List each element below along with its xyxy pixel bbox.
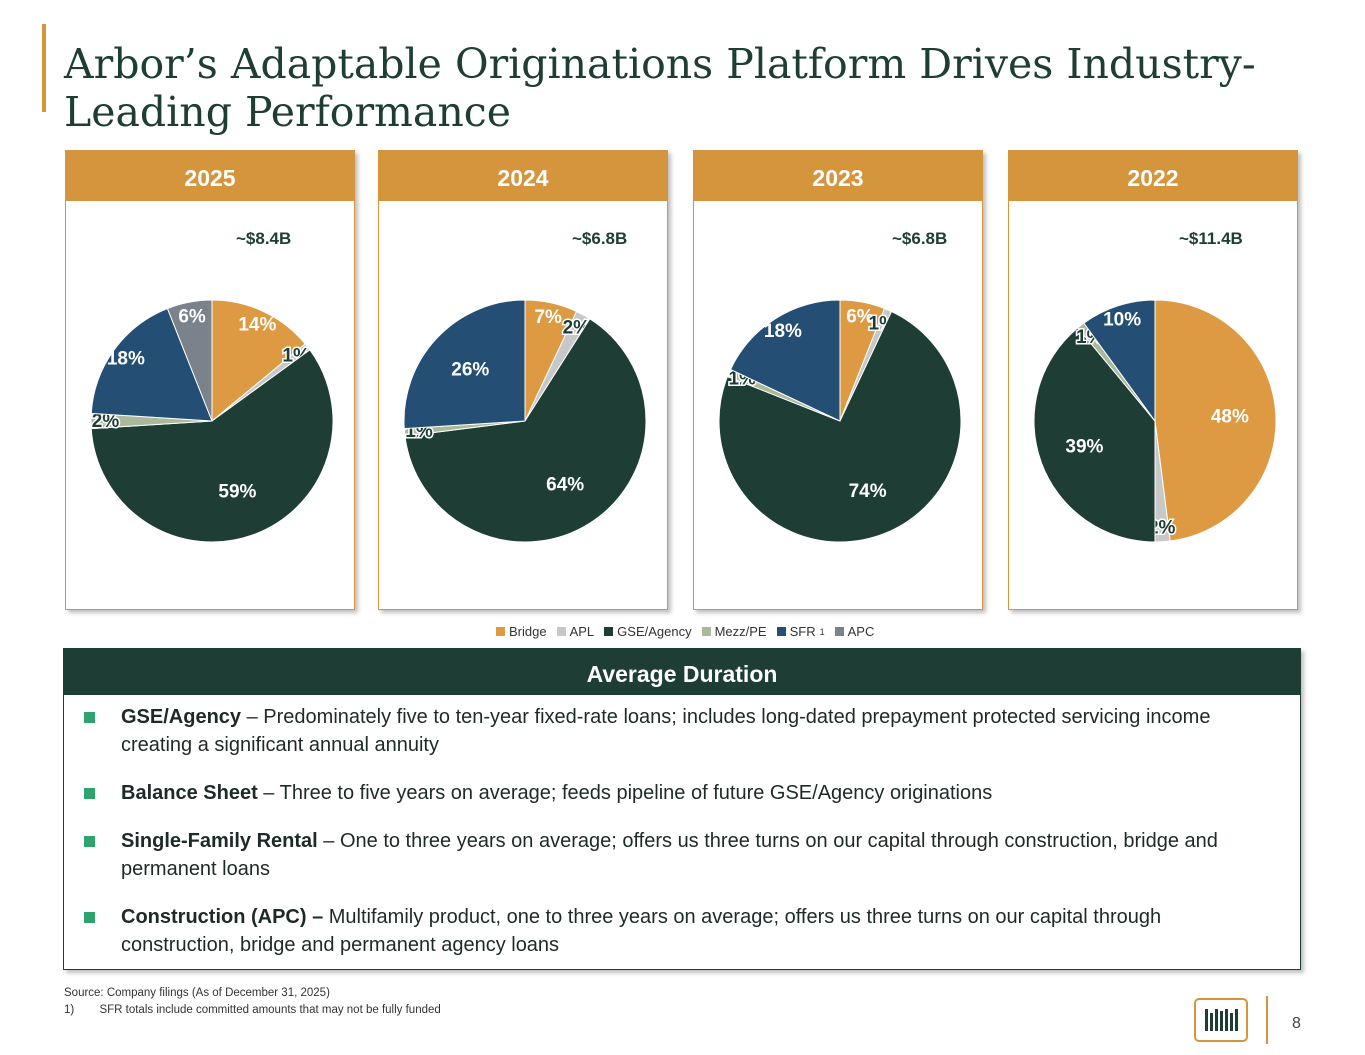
legend-item: APL — [556, 624, 595, 639]
legend-label: GSE/Agency — [617, 624, 692, 639]
panel-year-label: 2023 — [694, 151, 982, 201]
average-duration-heading: Average Duration — [64, 649, 1300, 695]
pie-slice-label: 6% — [846, 306, 874, 327]
duration-item: Construction (APC) – Multifamily product… — [84, 903, 1280, 959]
pie-slice-apc — [166, 299, 213, 422]
panel-year-label: 2024 — [379, 151, 667, 201]
pie-panel-2022: 2022 ~$11.4B 48% 2% 39% 1% 10% — [1008, 150, 1298, 610]
pie-chart: 48%2%39%1%10% — [1033, 299, 1277, 543]
pie-slice-gse-agency — [404, 318, 647, 543]
chart-legend: Bridge APL GSE/Agency Mezz/PE SFR 1 APC — [496, 624, 874, 639]
pie-panel-2023: 2023 ~$6.8B 6% 1% 74% 1% 18% — [693, 150, 983, 610]
arbor-logo — [1194, 998, 1248, 1042]
pie-slice-sfr — [90, 307, 213, 422]
pie-chart: 7%2%64%1%26% — [403, 299, 647, 543]
panel-total-volume: ~$8.4B — [236, 229, 292, 248]
legend-swatch — [834, 627, 844, 636]
legend-item: Mezz/PE — [701, 624, 767, 639]
panel-total-volume: ~$11.4B — [1179, 229, 1243, 248]
source-note: Source: Company filings (As of December … — [64, 987, 330, 999]
square-bullet-icon — [84, 712, 95, 723]
pie-slice-label: 7% — [534, 307, 562, 328]
legend-swatch — [556, 627, 566, 636]
legend-label: Mezz/PE — [714, 624, 767, 639]
legend-swatch — [776, 627, 786, 636]
legend-item: GSE/Agency — [604, 624, 692, 639]
pie-chart: 14%1%59%2%18%6% — [90, 299, 334, 543]
page-divider — [1266, 996, 1268, 1044]
footnote-text: SFR totals include committed amounts tha… — [99, 1004, 441, 1016]
pie-slice-label: 14% — [238, 315, 276, 336]
footnotes: Source: Company filings (As of December … — [64, 985, 441, 1019]
square-bullet-icon — [84, 836, 95, 847]
panel-total-volume: ~$6.8B — [572, 229, 628, 248]
average-duration-box: Average Duration GSE/Agency – Predominat… — [63, 648, 1301, 970]
pie-panel-2025: 2025 ~$8.4B 14% 1% 59% 2% 18% 6% — [65, 150, 355, 610]
panel-year-label: 2022 — [1009, 151, 1297, 201]
pie-slice-label: 59% — [218, 482, 256, 503]
legend-item: SFR 1 — [776, 624, 825, 639]
legend-swatch — [604, 627, 614, 636]
pie-slice-label: 48% — [1211, 406, 1249, 427]
pie-slice-label: 26% — [451, 360, 489, 381]
duration-item-title: GSE/Agency — [121, 706, 242, 728]
pie-slice-label: 39% — [1065, 436, 1103, 457]
pie-slice-label: 18% — [107, 348, 145, 369]
page-number: 8 — [1292, 1015, 1301, 1032]
pie-slice-sfr — [403, 299, 526, 430]
pie-slice-bridge — [1154, 299, 1277, 542]
legend-item: Bridge — [496, 624, 547, 639]
pie-slice-label: 6% — [178, 306, 206, 327]
duration-item-text: – Predominately five to ten-year fixed-r… — [121, 706, 1211, 756]
legend-item: APC — [834, 624, 875, 639]
panel-total-volume: ~$6.8B — [892, 229, 948, 248]
duration-item-title: Construction (APC) – — [121, 906, 324, 928]
legend-swatch — [496, 627, 505, 636]
legend-label: APC — [847, 624, 875, 639]
title-accent-bar — [42, 24, 46, 112]
duration-item-text: – Three to five years on average; feeds … — [257, 782, 993, 804]
square-bullet-icon — [84, 788, 95, 799]
legend-swatch — [701, 627, 711, 636]
pie-panel-2024: 2024 ~$6.8B 7% 2% 64% 1% 26% — [378, 150, 668, 610]
pie-slice-gse-agency — [90, 349, 334, 543]
duration-item-text: – One to three years on average; offers … — [121, 830, 1218, 880]
pie-slice-gse-agency — [1033, 327, 1156, 543]
pie-slice-sfr — [1083, 299, 1156, 423]
duration-list: GSE/Agency – Predominately five to ten-y… — [64, 695, 1300, 959]
legend-label: Bridge — [509, 624, 547, 639]
duration-item: Single-Family Rental – One to three year… — [84, 827, 1280, 883]
duration-item: GSE/Agency – Predominately five to ten-y… — [84, 703, 1280, 759]
pie-slice-label: 74% — [849, 481, 887, 502]
legend-label: APL — [569, 624, 595, 639]
pie-slice-gse-agency — [718, 310, 962, 543]
page-title: Arbor’s Adaptable Originations Platform … — [64, 40, 1256, 136]
panel-year-label: 2025 — [66, 151, 354, 201]
legend-label: SFR — [789, 624, 816, 639]
pie-slice-label: 64% — [546, 474, 584, 495]
footnote-1: 1) SFR totals include committed amounts … — [64, 1002, 441, 1019]
pie-chart: 6%1%74%1%18% — [718, 299, 962, 543]
pie-slice-bridge — [211, 299, 306, 423]
duration-item: Balance Sheet – Three to five years on a… — [84, 779, 1280, 807]
pie-slice-label: 10% — [1103, 310, 1141, 331]
pie-slice-sfr — [729, 299, 841, 422]
pie-slice-label: 18% — [764, 321, 802, 342]
duration-item-title: Single-Family Rental — [121, 830, 318, 852]
legend-footnote-marker: 1 — [819, 626, 825, 637]
footnote-number: 1) — [64, 1004, 75, 1016]
duration-item-text: Multifamily product, one to three years … — [121, 906, 1162, 956]
square-bullet-icon — [84, 912, 95, 923]
duration-item-title: Balance Sheet — [121, 782, 258, 804]
